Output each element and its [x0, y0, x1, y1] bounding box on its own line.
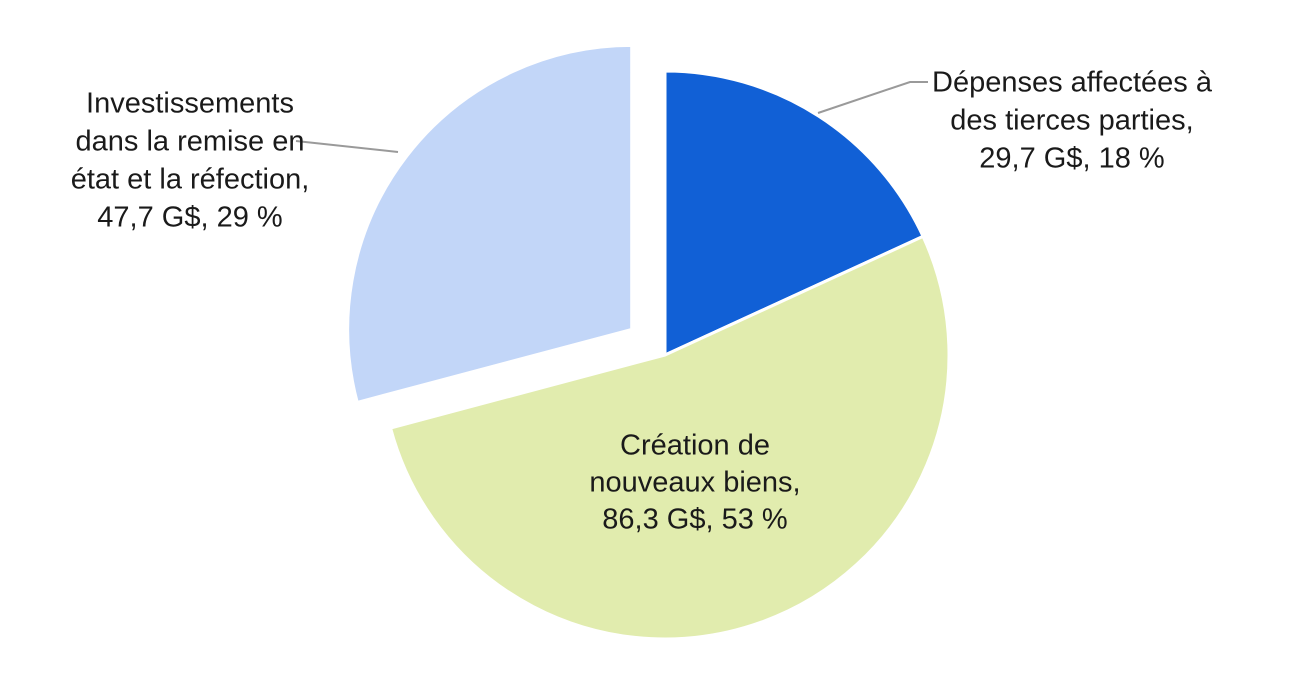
slice-label-2: Investissements dans la remise en état et …	[71, 88, 310, 234]
pie-slice-0	[663, 69, 925, 357]
slice-label-0-line-1: des tierces parties,	[950, 105, 1193, 137]
slice-label-0-line-2: 29,7 G$, 18 %	[979, 143, 1164, 175]
slice-label-1-line-0: Création de	[620, 430, 770, 462]
slice-label-0-line-0: Dépenses affectées à	[932, 67, 1213, 99]
leader-line-0	[817, 81, 928, 114]
slice-label-1-line-1: nouveaux biens,	[589, 467, 800, 499]
slice-label-2-line-0: Investissements	[86, 88, 294, 120]
slice-label-2-line-1: dans la remise en	[76, 126, 305, 158]
leader-line-2	[295, 140, 399, 153]
slice-label-1-line-2: 86,3 G$, 53 %	[602, 504, 787, 536]
pie-slice-2	[346, 43, 634, 404]
slice-label-1: Création de nouveaux biens, 86,3 G$, 53 %	[589, 430, 800, 536]
pie-slice-1	[389, 234, 951, 641]
slice-label-0: Dépenses affectées à des tierces parties,…	[932, 67, 1213, 175]
slice-label-2-line-2: état et la réfection,	[71, 164, 310, 196]
slice-label-2-line-3: 47,7 G$, 29 %	[97, 202, 282, 234]
